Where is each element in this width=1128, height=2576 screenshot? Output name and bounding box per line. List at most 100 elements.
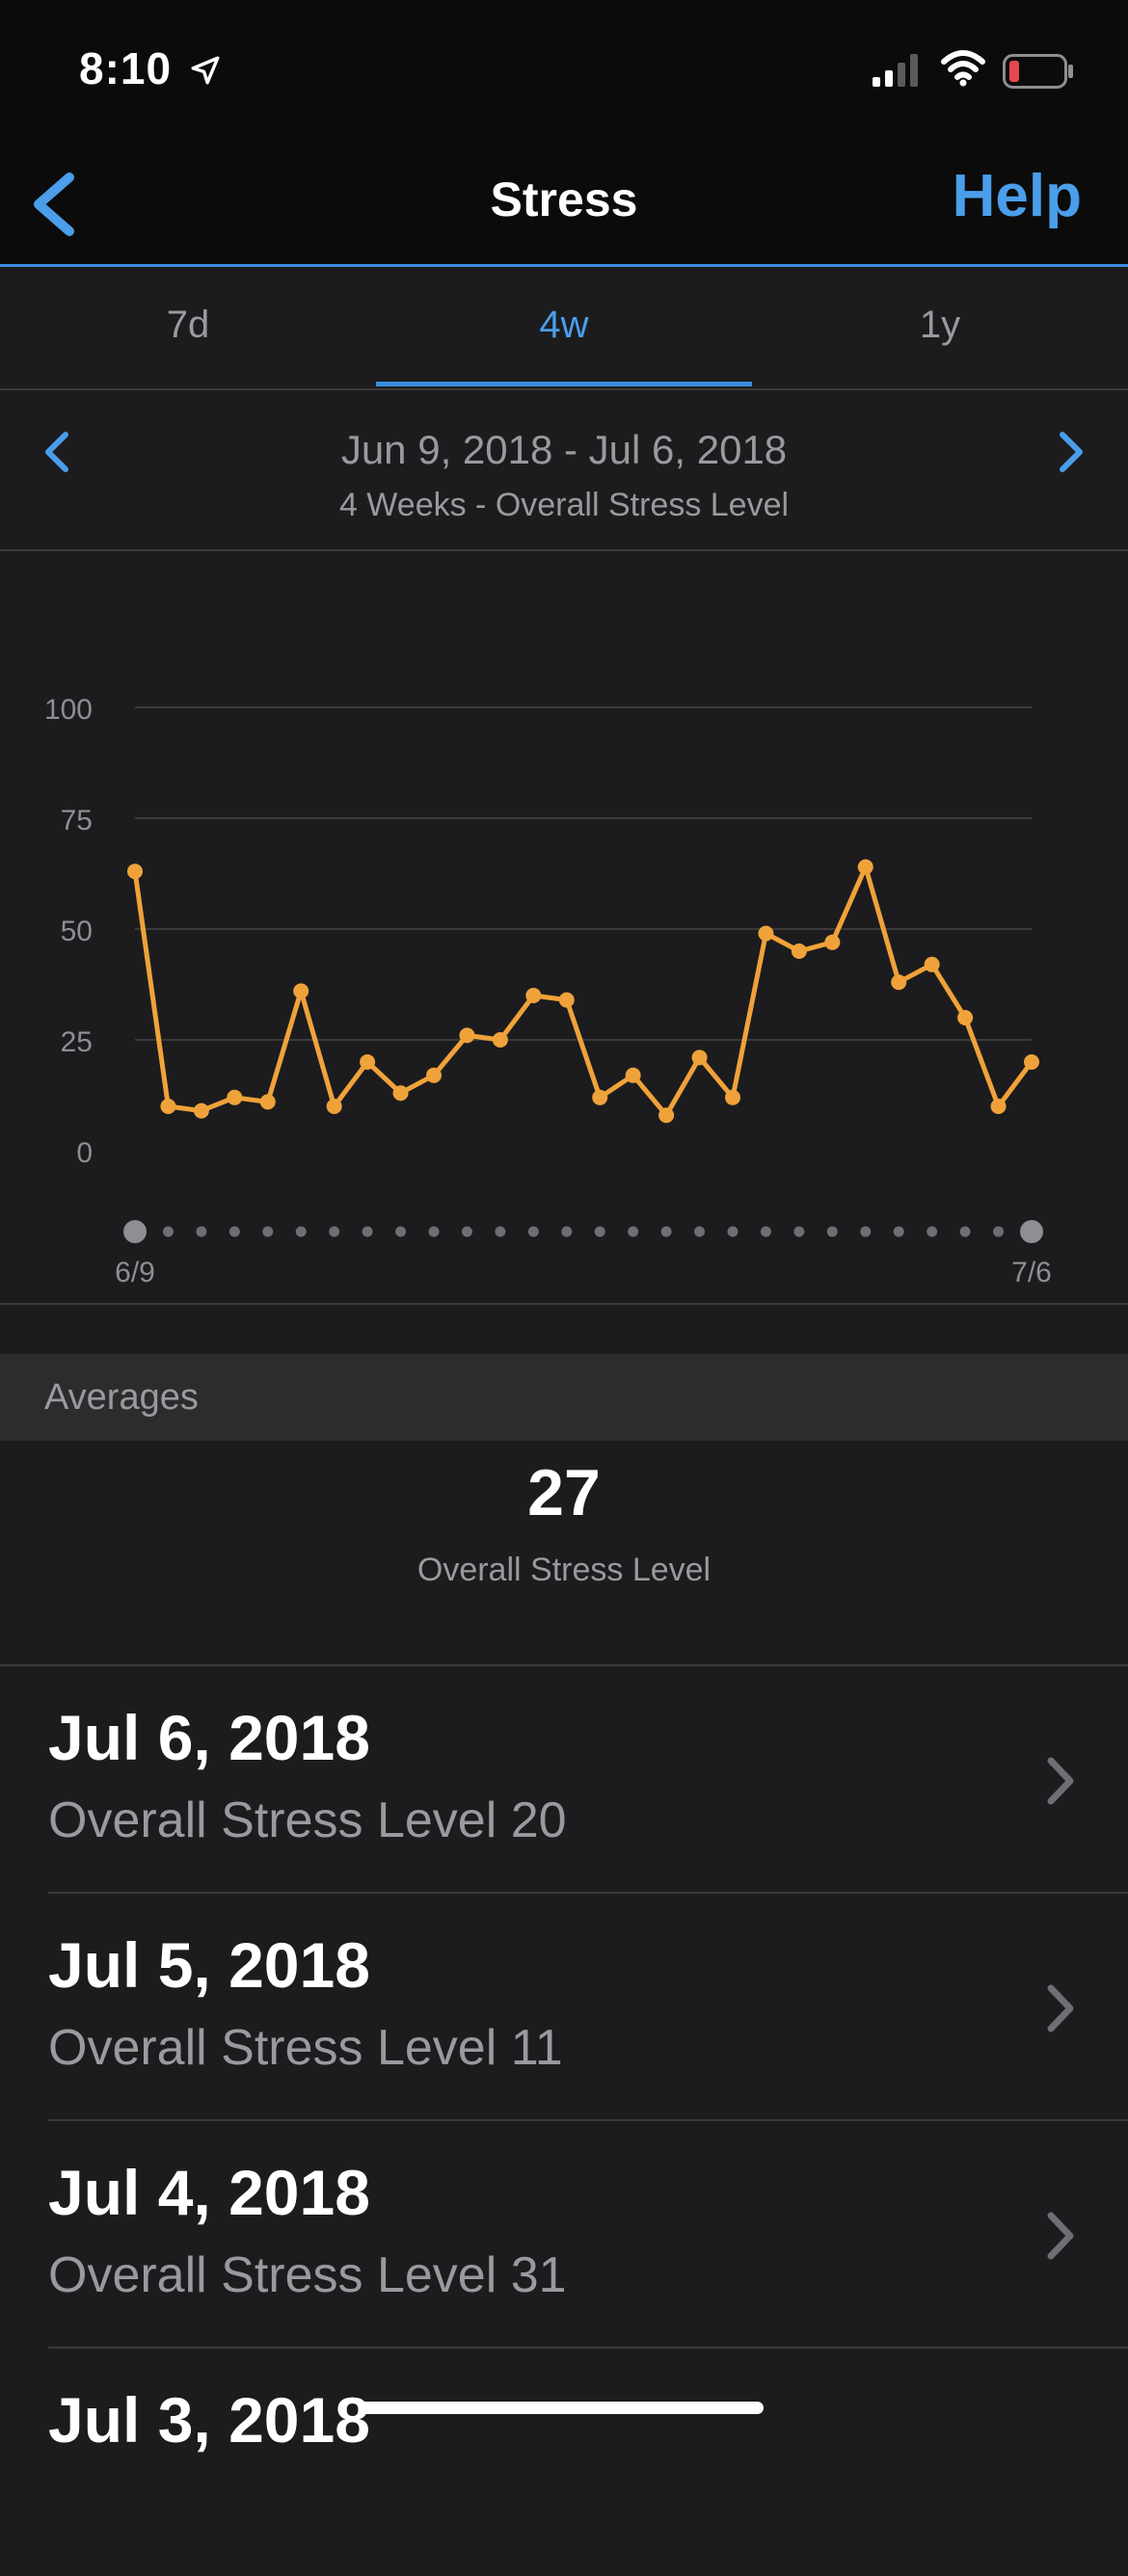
cellular-signal-icon bbox=[873, 54, 918, 87]
data-point bbox=[891, 974, 907, 991]
day-dot bbox=[123, 1220, 147, 1243]
averages-header: Averages bbox=[0, 1354, 1128, 1441]
list-item[interactable]: Jul 5, 2018 Overall Stress Level 11 bbox=[0, 1894, 1128, 2121]
status-time: 8:10 bbox=[79, 43, 173, 93]
navigation-bar: Stress Help bbox=[0, 145, 1128, 267]
x-end-label: 7/6 bbox=[1011, 1257, 1052, 1288]
day-dot bbox=[362, 1226, 373, 1237]
data-point bbox=[492, 1032, 508, 1048]
day-dot bbox=[228, 1226, 240, 1237]
data-point bbox=[725, 1089, 740, 1105]
day-dot bbox=[196, 1226, 207, 1237]
day-dot bbox=[927, 1226, 938, 1237]
day-dot bbox=[1020, 1220, 1043, 1243]
list-item-date: Jul 5, 2018 bbox=[48, 1929, 370, 2001]
x-start-label: 6/9 bbox=[115, 1257, 155, 1288]
wifi-icon bbox=[941, 50, 985, 87]
list-item[interactable]: Jul 3, 2018 bbox=[0, 2349, 1128, 2576]
list-item[interactable]: Jul 6, 2018 Overall Stress Level 20 bbox=[0, 1666, 1128, 1894]
day-dot bbox=[329, 1226, 340, 1237]
daily-stress-list: Jul 6, 2018 Overall Stress Level 20 Jul … bbox=[0, 1664, 1128, 2576]
list-item-stress-level: Overall Stress Level 11 bbox=[48, 2020, 563, 2076]
data-point bbox=[426, 1067, 442, 1083]
back-chevron-icon[interactable] bbox=[19, 166, 87, 243]
data-point bbox=[658, 1107, 675, 1124]
y-tick-label: 25 bbox=[61, 1026, 93, 1058]
active-tab-indicator bbox=[376, 382, 752, 386]
day-dot bbox=[793, 1226, 805, 1237]
location-arrow-icon bbox=[191, 56, 220, 85]
chevron-right-icon bbox=[1047, 1984, 1074, 2032]
page-title: Stress bbox=[490, 173, 638, 226]
data-point bbox=[459, 1027, 475, 1044]
tab-7d[interactable]: 7d bbox=[166, 304, 210, 346]
day-dot bbox=[694, 1226, 706, 1237]
period-tabs: 7d 4w 1y bbox=[0, 267, 1128, 390]
day-dot bbox=[262, 1226, 274, 1237]
data-point bbox=[691, 1049, 708, 1066]
day-dot bbox=[594, 1226, 605, 1237]
list-item-date: Jul 6, 2018 bbox=[48, 1702, 370, 1773]
data-point bbox=[824, 934, 841, 950]
date-range-text: Jun 9, 2018 - Jul 6, 2018 bbox=[340, 427, 788, 472]
data-point bbox=[558, 992, 575, 1008]
y-tick-label: 75 bbox=[61, 805, 93, 837]
data-point bbox=[857, 859, 873, 875]
average-stress-value: 27 bbox=[527, 1456, 601, 1529]
data-point bbox=[360, 1054, 376, 1070]
list-item[interactable]: Jul 4, 2018 Overall Stress Level 31 bbox=[0, 2121, 1128, 2349]
list-item-date: Jul 3, 2018 bbox=[48, 2384, 370, 2456]
battery-level bbox=[1009, 61, 1019, 82]
day-dot bbox=[727, 1226, 739, 1237]
day-dot bbox=[826, 1226, 838, 1237]
stress-line-chart: 100 75 50 25 0 6/9 7/6 bbox=[44, 694, 1052, 1288]
day-dot bbox=[993, 1226, 1005, 1237]
average-stress-label: Overall Stress Level bbox=[416, 1552, 712, 1588]
day-dot bbox=[660, 1226, 672, 1237]
data-point bbox=[392, 1085, 409, 1102]
day-dot bbox=[959, 1226, 971, 1237]
day-dot bbox=[495, 1226, 506, 1237]
help-button[interactable]: Help bbox=[952, 163, 1082, 229]
data-point bbox=[259, 1094, 276, 1110]
data-point bbox=[957, 1010, 974, 1025]
list-item-stress-level: Overall Stress Level 20 bbox=[48, 1793, 567, 1848]
y-tick-label: 0 bbox=[76, 1137, 93, 1169]
day-dot bbox=[428, 1226, 440, 1237]
data-point bbox=[127, 863, 143, 880]
divider bbox=[48, 2347, 1128, 2349]
chevron-right-icon bbox=[1047, 1757, 1074, 1805]
data-point bbox=[990, 1099, 1007, 1114]
day-dot bbox=[461, 1226, 472, 1237]
next-period-chevron-icon[interactable] bbox=[1053, 425, 1091, 479]
data-point bbox=[227, 1089, 243, 1105]
tab-4w[interactable]: 4w bbox=[539, 304, 589, 346]
day-dot bbox=[561, 1226, 573, 1237]
previous-period-chevron-icon[interactable] bbox=[37, 425, 75, 479]
date-range-subtitle: 4 Weeks - Overall Stress Level bbox=[338, 487, 790, 523]
stress-series-line bbox=[132, 864, 1034, 1118]
chevron-right-icon bbox=[1047, 2212, 1074, 2260]
status-bar: 8:10 bbox=[0, 0, 1128, 145]
tab-1y[interactable]: 1y bbox=[919, 304, 961, 346]
data-point bbox=[592, 1089, 608, 1105]
day-dot bbox=[395, 1226, 407, 1237]
day-dot bbox=[628, 1226, 639, 1237]
date-range-selector: Jun 9, 2018 - Jul 6, 2018 4 Weeks - Over… bbox=[0, 390, 1128, 551]
list-item-date: Jul 4, 2018 bbox=[48, 2157, 370, 2228]
day-dot bbox=[860, 1226, 872, 1237]
divider bbox=[48, 2119, 1128, 2121]
data-point bbox=[924, 956, 940, 972]
data-point bbox=[193, 1102, 209, 1119]
day-dot bbox=[527, 1226, 539, 1237]
day-dot bbox=[893, 1226, 904, 1237]
data-point bbox=[160, 1099, 176, 1114]
data-point bbox=[326, 1099, 342, 1114]
y-tick-label: 50 bbox=[61, 916, 93, 947]
data-point bbox=[758, 925, 774, 942]
data-point bbox=[791, 943, 807, 959]
day-dot bbox=[760, 1226, 771, 1237]
home-indicator bbox=[359, 2402, 764, 2414]
data-point bbox=[1024, 1054, 1039, 1070]
divider bbox=[48, 1892, 1128, 1894]
